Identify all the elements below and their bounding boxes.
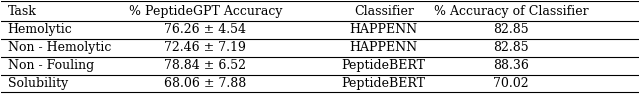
- Text: Solubility: Solubility: [8, 77, 68, 90]
- Text: 72.46 ± 7.19: 72.46 ± 7.19: [164, 41, 246, 54]
- Text: HAPPENN: HAPPENN: [349, 41, 418, 54]
- Text: 68.06 ± 7.88: 68.06 ± 7.88: [164, 77, 246, 90]
- Text: PeptideBERT: PeptideBERT: [342, 77, 426, 90]
- Text: PeptideBERT: PeptideBERT: [342, 59, 426, 72]
- Text: 78.84 ± 6.52: 78.84 ± 6.52: [164, 59, 246, 72]
- Text: 88.36: 88.36: [493, 59, 529, 72]
- Text: 82.85: 82.85: [493, 41, 529, 54]
- Text: 70.02: 70.02: [493, 77, 529, 90]
- Text: % Accuracy of Classifier: % Accuracy of Classifier: [434, 5, 588, 18]
- Text: Non - Hemolytic: Non - Hemolytic: [8, 41, 111, 54]
- Text: Classifier: Classifier: [354, 5, 413, 18]
- Text: Hemolytic: Hemolytic: [8, 23, 72, 36]
- Text: 76.26 ± 4.54: 76.26 ± 4.54: [164, 23, 246, 36]
- Text: Task: Task: [8, 5, 36, 18]
- Text: 82.85: 82.85: [493, 23, 529, 36]
- Text: % PeptideGPT Accuracy: % PeptideGPT Accuracy: [129, 5, 282, 18]
- Text: HAPPENN: HAPPENN: [349, 23, 418, 36]
- Text: Non - Fouling: Non - Fouling: [8, 59, 94, 72]
